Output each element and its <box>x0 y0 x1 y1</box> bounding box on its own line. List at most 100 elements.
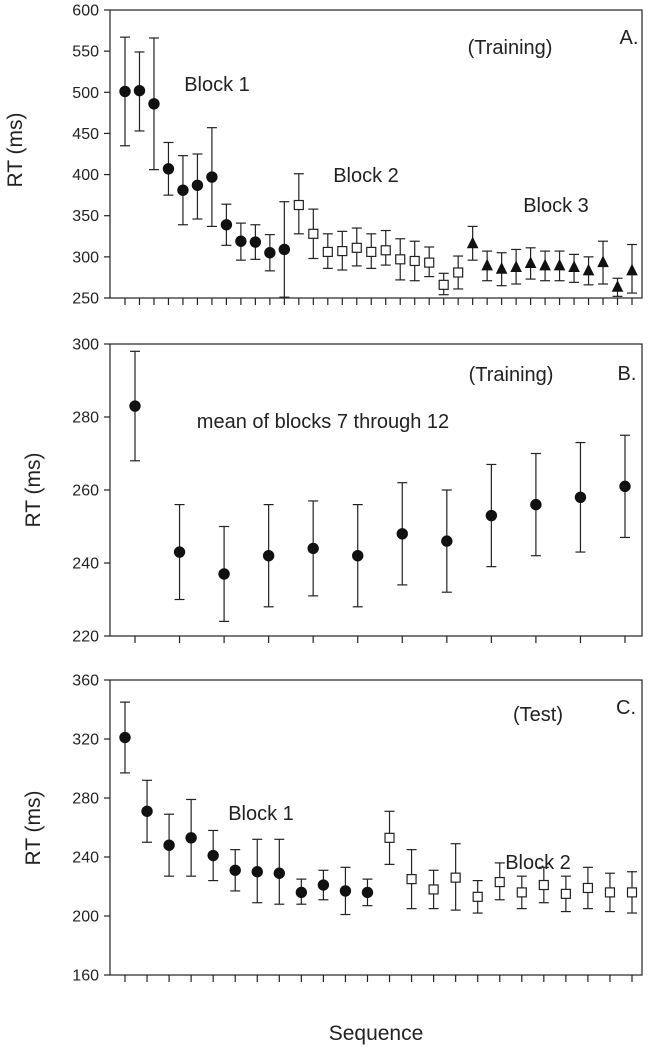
data-point <box>582 882 594 894</box>
data-point <box>441 535 453 547</box>
data-point <box>235 235 247 247</box>
y-tick-label: 280 <box>72 791 99 808</box>
plot-frame <box>109 679 643 976</box>
y-tick-label: 240 <box>72 556 99 573</box>
data-series-open-square <box>384 810 638 914</box>
data-point <box>307 542 319 555</box>
data-point <box>173 546 186 558</box>
chart-panel-b: 220 240 260 280 300 RT (ms) B. (Training) mean o… <box>22 337 643 646</box>
data-point <box>568 260 580 273</box>
data-point <box>262 550 275 562</box>
data-point <box>273 867 286 879</box>
data-point <box>396 528 408 540</box>
data-point <box>495 262 508 274</box>
data-point <box>406 874 417 885</box>
y-tick-label: 450 <box>72 126 99 143</box>
data-point <box>249 236 262 248</box>
data-series-open-square <box>293 173 464 296</box>
data-point <box>611 280 624 292</box>
data-series-filled-circle <box>129 350 631 623</box>
data-point <box>163 839 175 851</box>
data-point <box>177 184 189 196</box>
y-tick-label: 550 <box>72 44 99 61</box>
data-point <box>206 171 218 183</box>
data-point <box>207 849 219 862</box>
data-point <box>339 885 352 897</box>
panel-label: A. <box>620 27 639 49</box>
data-point <box>218 568 230 580</box>
data-point <box>604 887 616 898</box>
y-tick-label: 280 <box>72 410 99 427</box>
annotation-label: mean of blocks 7 through 12 <box>197 411 449 433</box>
data-point <box>133 84 146 97</box>
data-point <box>574 491 587 503</box>
chart-panel-c: 160 200 240 280 320 360 RT (ms) C. (Test) Block 1… <box>22 673 643 1045</box>
y-tick-label: 250 <box>72 291 99 308</box>
data-series-filled-circle <box>119 36 291 298</box>
panel-label: B. <box>618 363 637 385</box>
data-point <box>384 832 395 843</box>
data-point <box>530 498 542 511</box>
condition-label: (Training) <box>469 364 554 386</box>
y-tick-label: 160 <box>72 968 99 985</box>
data-point <box>450 872 461 883</box>
data-point <box>626 263 638 276</box>
data-point <box>229 864 241 876</box>
data-point <box>539 258 551 271</box>
data-series-filled-circle <box>119 701 374 916</box>
data-point <box>516 887 527 898</box>
y-tick-label: 400 <box>72 167 99 184</box>
y-axis-label: RT (ms) <box>22 452 45 527</box>
data-point <box>352 550 364 562</box>
data-point <box>466 236 479 249</box>
plot-frame <box>109 9 643 299</box>
data-point <box>582 263 595 276</box>
data-point <box>351 242 362 253</box>
y-tick-label: 240 <box>72 850 99 867</box>
data-series-filled-triangle <box>466 225 638 297</box>
data-point <box>481 258 493 271</box>
data-point <box>409 255 420 267</box>
data-point <box>380 245 391 256</box>
data-point <box>337 245 348 257</box>
data-point <box>597 255 609 268</box>
annotation-label: Block 3 <box>523 195 589 217</box>
panel-label: C. <box>616 697 636 719</box>
data-point <box>220 219 233 231</box>
data-point <box>278 243 291 256</box>
data-point <box>494 876 505 888</box>
y-tick-label: 320 <box>72 732 99 749</box>
y-tick-label: 350 <box>72 208 99 225</box>
y-tick-label: 260 <box>72 483 99 500</box>
data-point <box>322 246 333 258</box>
data-point <box>162 163 175 175</box>
data-point <box>185 832 197 844</box>
data-point <box>119 85 131 98</box>
plot-frame <box>109 343 643 637</box>
annotation-label: Block 2 <box>333 165 399 187</box>
y-tick-label: 200 <box>72 909 99 926</box>
data-point <box>560 888 571 899</box>
data-point <box>366 246 377 258</box>
data-point <box>626 887 638 898</box>
data-point <box>317 879 330 891</box>
data-point <box>308 228 319 239</box>
data-point <box>510 260 522 273</box>
data-point <box>485 509 498 522</box>
data-point <box>141 805 153 817</box>
data-point <box>293 199 304 211</box>
y-tick-label: 360 <box>72 673 99 690</box>
data-point <box>424 257 435 268</box>
y-tick-label: 300 <box>72 337 99 354</box>
annotation-label: Block 2 <box>505 852 571 874</box>
y-tick-label: 220 <box>72 629 99 646</box>
y-tick-label: 500 <box>72 85 99 102</box>
y-tick-label: 600 <box>72 3 99 20</box>
data-point <box>264 247 276 259</box>
data-point <box>129 400 141 412</box>
y-tick-label: 300 <box>72 249 99 266</box>
data-point <box>395 254 406 265</box>
x-axis-label: Sequence <box>329 1022 424 1045</box>
data-point <box>553 258 566 271</box>
